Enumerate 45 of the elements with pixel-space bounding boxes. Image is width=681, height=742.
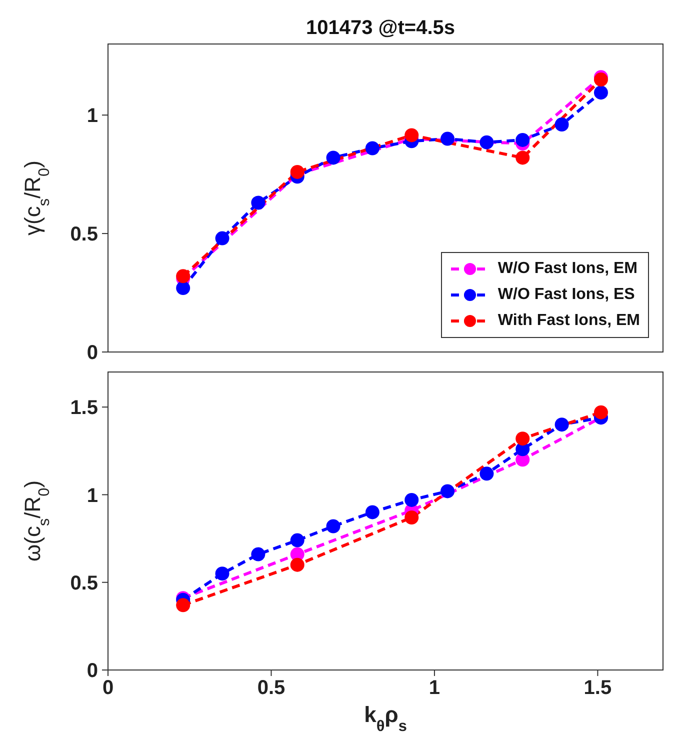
x-tick-label: 0 [102, 677, 114, 700]
chart-title: 101473 @t=4.5s [306, 17, 456, 39]
y-tick-label: 0 [86, 342, 98, 364]
point [326, 519, 340, 534]
legend-label: W/O Fast Ions, ES [498, 285, 635, 305]
point [480, 466, 494, 481]
y-tick-label: 1 [86, 105, 98, 128]
y-tick-label: 1 [86, 484, 98, 507]
point [251, 196, 266, 210]
y-tick-label: 1.5 [70, 397, 98, 420]
point [516, 150, 530, 165]
point [404, 510, 419, 524]
point [440, 132, 455, 146]
point [290, 164, 304, 179]
x-tick-label: 1.5 [584, 677, 612, 700]
point [365, 141, 380, 156]
point [480, 135, 494, 150]
x-tick-label: 0.5 [257, 677, 286, 700]
legend-label: With Fast Ions, EM [498, 311, 640, 331]
x-tick-label: 1 [428, 677, 440, 700]
point [290, 533, 304, 548]
y-tick-label: 0.5 [70, 224, 98, 246]
point [404, 128, 419, 142]
y-tick-label: 0.5 [70, 572, 98, 594]
point [365, 505, 380, 520]
point [290, 558, 304, 572]
point [554, 118, 569, 132]
point [176, 598, 190, 612]
point [554, 418, 569, 432]
point [594, 86, 608, 100]
point [594, 405, 608, 420]
legend-label: W/O Fast Ions, EM [498, 259, 638, 279]
y-tick-label: 0 [86, 660, 98, 682]
point [251, 547, 266, 562]
point [215, 566, 230, 581]
point [326, 150, 340, 165]
point [516, 432, 530, 446]
point [215, 231, 230, 246]
point [176, 281, 190, 296]
point [176, 269, 190, 284]
point [594, 72, 608, 87]
point [440, 484, 455, 498]
point [404, 492, 419, 507]
x-axis-title: k$_{θ}$ρ$_{s}$ [364, 702, 407, 734]
point [516, 132, 530, 147]
